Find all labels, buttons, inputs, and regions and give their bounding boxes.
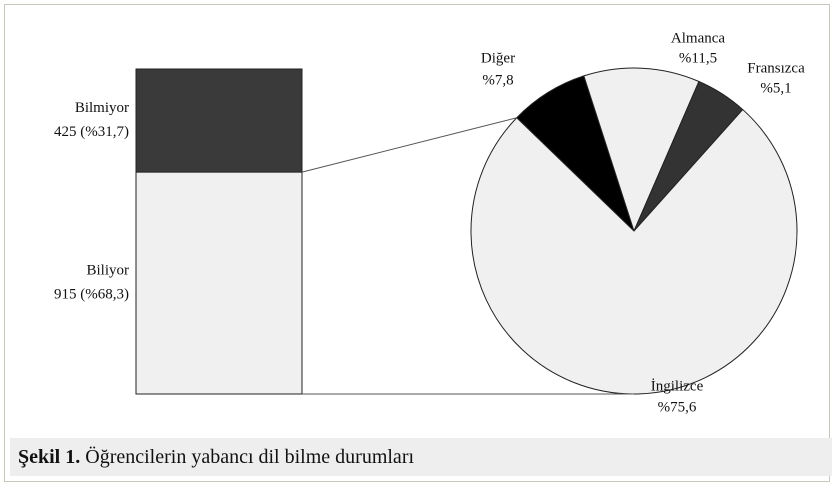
bar-category-label: Biliyor <box>86 262 129 278</box>
pie-value-label: %5,1 <box>760 80 791 96</box>
chart: Bilmiyor 425 (%31,7) Biliyor 915 (%68,3) Diğ… <box>54 30 805 415</box>
connector-line <box>301 117 517 173</box>
pie-category-label: Almanca <box>671 30 725 46</box>
pie-value-label: %7,8 <box>482 72 513 88</box>
pie-value-label: %11,5 <box>679 50 717 66</box>
bar-category-label: Bilmiyor <box>75 100 129 116</box>
caption-label: Şekil 1. <box>18 446 81 468</box>
pie-value-label: %75,6 <box>658 399 697 415</box>
bar-segment <box>135 171 303 395</box>
bar-segment <box>135 68 303 173</box>
caption: Şekil 1. Öğrencilerin yabancı dil bilme … <box>10 438 832 476</box>
pie-slice <box>470 108 798 395</box>
bar-value-label: 915 (%68,3) <box>54 286 129 302</box>
pie-category-label: İngilizce <box>651 378 704 394</box>
figure-frame: Bilmiyor 425 (%31,7) Biliyor 915 (%68,3) Diğ… <box>4 4 832 482</box>
bar-value-label: 425 (%31,7) <box>54 124 129 140</box>
pie-slice <box>583 67 700 233</box>
pie-category-label: Fransızca <box>747 60 805 76</box>
caption-text: Öğrencilerin yabancı dil bilme durumları <box>85 446 415 468</box>
pie-category-label: Diğer <box>481 50 515 66</box>
